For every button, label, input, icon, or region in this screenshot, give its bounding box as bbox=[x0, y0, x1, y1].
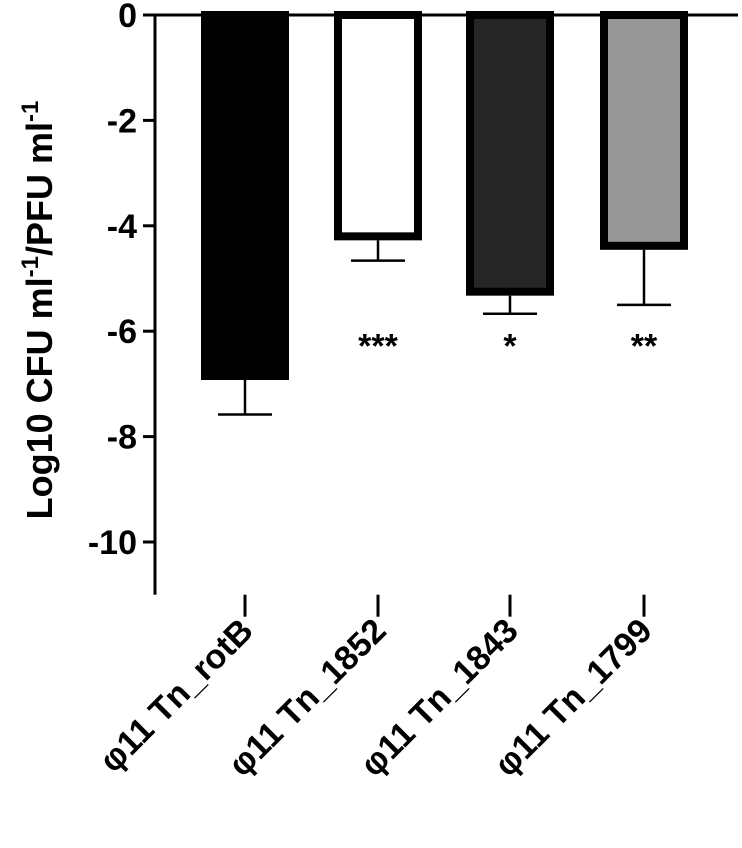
y-tick-label: -10 bbox=[88, 524, 137, 562]
y-tick-label: -4 bbox=[107, 208, 137, 246]
bar bbox=[201, 11, 289, 380]
y-axis-title-mid: /PFU ml bbox=[19, 122, 60, 256]
y-axis-title-sup2: -1 bbox=[17, 101, 44, 122]
significance-label: ** bbox=[631, 328, 658, 366]
y-tick-label: 0 bbox=[118, 0, 137, 35]
bar bbox=[600, 11, 688, 250]
y-tick-label: -8 bbox=[107, 419, 137, 457]
significance-label: * bbox=[503, 328, 517, 366]
y-axis-title-main: Log10 CFU ml bbox=[19, 277, 60, 519]
y-tick-label: -6 bbox=[107, 313, 137, 351]
y-axis-title: Log10 CFU ml-1/PFU ml-1 bbox=[17, 101, 60, 520]
y-tick-label: -2 bbox=[107, 102, 137, 140]
significance-label: *** bbox=[358, 328, 398, 366]
bar bbox=[466, 11, 554, 296]
bar bbox=[334, 11, 422, 241]
y-axis-title-sup1: -1 bbox=[17, 256, 44, 277]
